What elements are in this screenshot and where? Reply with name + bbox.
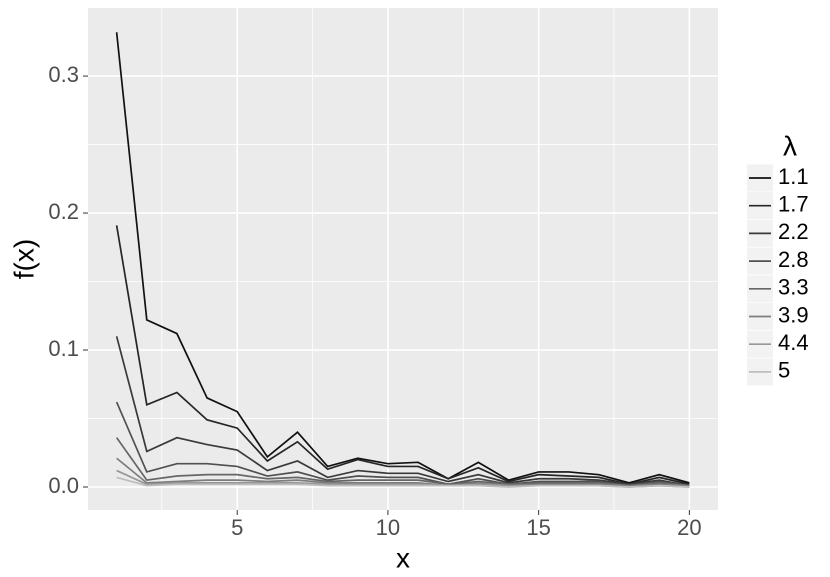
panel bbox=[88, 8, 718, 510]
line bbox=[115, 437, 690, 487]
legend-label: 5 bbox=[778, 358, 790, 383]
legend-label: 4.4 bbox=[778, 330, 809, 355]
legend-label: 1.1 bbox=[778, 164, 809, 189]
y-axis-title: f(x) bbox=[8, 239, 39, 279]
legend-label: 1.7 bbox=[778, 192, 809, 217]
legend-title: λ bbox=[783, 130, 797, 161]
legend-label: 3.9 bbox=[778, 302, 809, 327]
y-tick-label: 0.3 bbox=[48, 62, 79, 87]
x-tick-label: 5 bbox=[231, 515, 243, 540]
x-axis-title: x bbox=[396, 542, 410, 573]
legend-label: 2.2 bbox=[778, 219, 809, 244]
x-tick-label: 10 bbox=[376, 515, 400, 540]
x-tick-label: 15 bbox=[526, 515, 550, 540]
legend-label: 3.3 bbox=[778, 275, 809, 300]
line bbox=[115, 336, 690, 487]
y-tick-label: 0.2 bbox=[48, 199, 79, 224]
legend-label: 2.8 bbox=[778, 247, 809, 272]
line bbox=[115, 225, 690, 486]
line bbox=[115, 401, 690, 487]
y-tick-label: 0.1 bbox=[48, 336, 79, 361]
line bbox=[116, 457, 690, 487]
line bbox=[115, 32, 690, 484]
line bbox=[116, 476, 690, 488]
y-tick-label: 0.0 bbox=[48, 473, 79, 498]
x-tick-label: 20 bbox=[677, 515, 701, 540]
